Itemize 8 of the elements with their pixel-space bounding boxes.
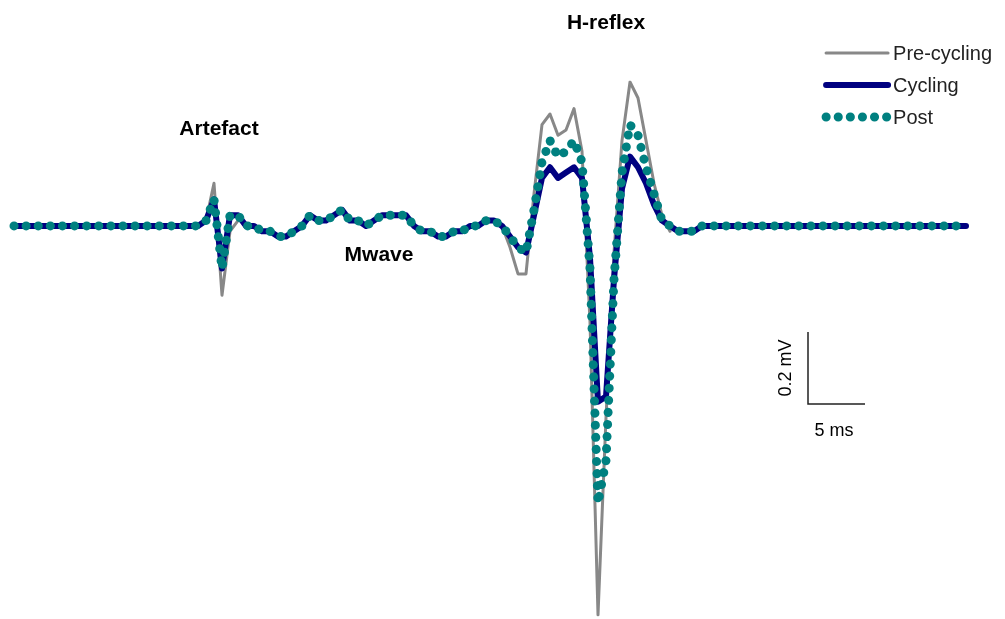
legend-label: Cycling <box>893 74 959 96</box>
text: H-reflex <box>566 10 646 34</box>
legend-label: Pre-cycling <box>893 42 993 64</box>
annotation: Mwave <box>344 242 414 266</box>
annotation: Artefact <box>179 116 259 140</box>
legend-label: Post <box>893 106 934 128</box>
annotation: 5 ms <box>814 419 854 441</box>
annotation: 0.2 mV <box>774 339 796 397</box>
